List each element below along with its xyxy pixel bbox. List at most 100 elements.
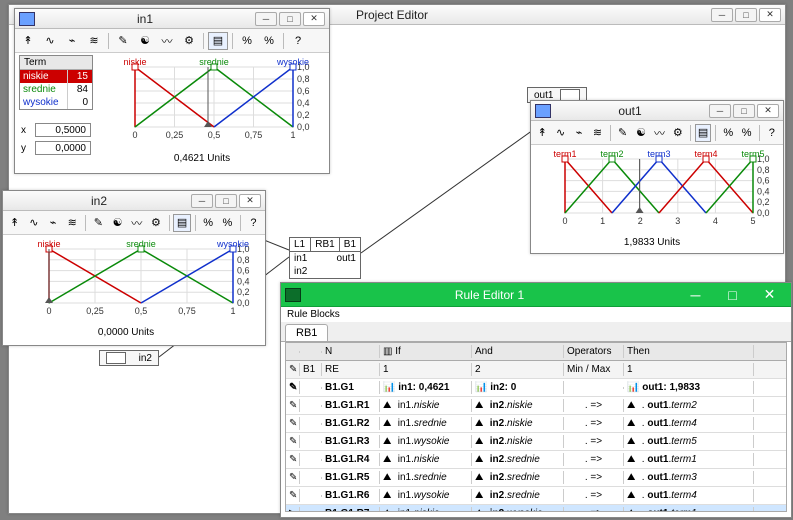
- svg-text:0,8: 0,8: [297, 74, 310, 84]
- in1-units: 0,4621 Units: [107, 153, 297, 164]
- svg-text:1: 1: [600, 216, 605, 226]
- tool-button[interactable]: ☯: [109, 214, 126, 232]
- tool-button[interactable]: ✎: [113, 32, 133, 50]
- svg-text:0: 0: [46, 306, 51, 316]
- tool-button[interactable]: %: [200, 214, 217, 232]
- tool-button[interactable]: ▤: [173, 214, 190, 232]
- tool-button[interactable]: ⌁: [62, 32, 82, 50]
- tool-button[interactable]: ∿: [25, 214, 42, 232]
- rule-editor-window: Rule Editor 1 ─ □ ✕ Rule Blocks RB1 N ▥ …: [280, 282, 792, 518]
- tool-button[interactable]: ≋: [589, 124, 605, 142]
- rule-row[interactable]: ▶B1.G1.R7⛰ in1.niskie⛰ in2.wysokie. =>⛰ …: [286, 505, 786, 512]
- app-icon: [285, 288, 301, 302]
- tool-button[interactable]: ↟: [18, 32, 38, 50]
- in1-x-valuebox[interactable]: 0,5000: [35, 123, 91, 137]
- tool-button[interactable]: %: [738, 124, 754, 142]
- svg-text:0,5: 0,5: [208, 130, 221, 140]
- svg-text:0,6: 0,6: [757, 176, 770, 186]
- rule-row[interactable]: ✎B1.G1.R1⛰ in1.niskie⛰ in2.niskie. =>⛰ .…: [286, 397, 786, 415]
- svg-text:0,0: 0,0: [757, 208, 770, 218]
- tool-button[interactable]: ≋: [84, 32, 104, 50]
- minimize-icon[interactable]: ─: [678, 285, 713, 305]
- maximize-icon[interactable]: □: [215, 194, 237, 208]
- tool-button[interactable]: %: [259, 32, 279, 50]
- svg-text:5: 5: [750, 216, 755, 226]
- out1-units: 1,9833 Units: [537, 237, 767, 248]
- tool-button[interactable]: ↟: [6, 214, 23, 232]
- tool-button[interactable]: ∿: [552, 124, 568, 142]
- tool-button[interactable]: ⚙: [179, 32, 199, 50]
- close-icon[interactable]: ✕: [757, 104, 779, 118]
- svg-text:0,4: 0,4: [297, 98, 310, 108]
- tool-button[interactable]: %: [720, 124, 736, 142]
- minimize-icon[interactable]: ─: [255, 12, 277, 26]
- tool-button[interactable]: 〰: [651, 124, 667, 142]
- tool-button[interactable]: ∿: [40, 32, 60, 50]
- close-icon[interactable]: ✕: [303, 12, 325, 26]
- svg-text:0,2: 0,2: [237, 287, 250, 297]
- tool-button[interactable]: ▤: [695, 124, 711, 142]
- term-header: Term: [20, 56, 92, 70]
- svg-text:0,75: 0,75: [245, 130, 263, 140]
- tool-button[interactable]: ?: [245, 214, 262, 232]
- svg-text:0,4: 0,4: [757, 186, 770, 196]
- tool-button[interactable]: ⌁: [571, 124, 587, 142]
- tool-button[interactable]: ↟: [534, 124, 550, 142]
- tool-button[interactable]: ⚙: [147, 214, 164, 232]
- rule-row[interactable]: ✎B1.G1.R5⛰ in1.srednie⛰ in2.srednie. =>⛰…: [286, 469, 786, 487]
- minimize-icon[interactable]: ─: [711, 8, 733, 22]
- close-icon[interactable]: ✕: [759, 8, 781, 22]
- maximize-icon[interactable]: □: [279, 12, 301, 26]
- minimize-icon[interactable]: ─: [191, 194, 213, 208]
- tool-button[interactable]: 〰: [128, 214, 145, 232]
- rule-row[interactable]: ✎B1.G1.R6⛰ in1.wysokie⛰ in2.srednie. =>⛰…: [286, 487, 786, 505]
- tool-button[interactable]: ?: [288, 32, 308, 50]
- close-icon[interactable]: ✕: [239, 194, 261, 208]
- in1-y-valuebox[interactable]: 0,0000: [35, 141, 91, 155]
- term-row[interactable]: niskie15: [20, 70, 92, 83]
- tool-button[interactable]: ⚙: [670, 124, 686, 142]
- rule-row[interactable]: ✎B1.G1.R2⛰ in1.srednie⛰ in2.niskie. =>⛰ …: [286, 415, 786, 433]
- in2-chart: 00,250,50,7511,00,80,60,40,20,0niskiesre…: [21, 237, 261, 341]
- tool-button[interactable]: ≋: [64, 214, 81, 232]
- rule-grid[interactable]: N ▥ If And Operators Then ✎ B1 RE 1 2 Mi…: [285, 342, 787, 512]
- in2-toolbar: ↟∿⌁≋ ✎☯〰⚙ ▤%%?: [3, 211, 265, 235]
- rule-row[interactable]: ✎B1.G1.R4⛰ in1.niskie⛰ in2.srednie. =>⛰ …: [286, 451, 786, 469]
- tool-button[interactable]: ▤: [208, 32, 228, 50]
- svg-text:0: 0: [562, 216, 567, 226]
- in2-window: in2 ─ □ ✕ ↟∿⌁≋✎☯〰⚙▤%%? 00,250,50,7511,00…: [2, 190, 266, 346]
- in1-term-table[interactable]: Term niskie15srednie84wysokie0: [19, 55, 93, 110]
- rule-grid-header: N ▥ If And Operators Then: [286, 343, 786, 361]
- tool-button[interactable]: 〰: [157, 32, 177, 50]
- svg-text:0,0: 0,0: [297, 122, 310, 132]
- in2-units: 0,0000 Units: [21, 327, 231, 338]
- tool-button[interactable]: ☯: [633, 124, 649, 142]
- maximize-icon[interactable]: □: [715, 285, 750, 305]
- rule-row[interactable]: ✎B1.G1.R3⛰ in1.wysokie⛰ in2.niskie. =>⛰ …: [286, 433, 786, 451]
- out1-titlebar[interactable]: out1 ─ □ ✕: [531, 101, 783, 121]
- rule-summary-row[interactable]: ✎ B1.G1 📊 in1: 0,4621 📊 in2: 0 📊 out1: 1…: [286, 379, 786, 397]
- in1-titlebar[interactable]: in1 ─ □ ✕: [15, 9, 329, 29]
- maximize-icon[interactable]: □: [733, 104, 755, 118]
- canvas-node-in2[interactable]: in2: [99, 350, 159, 366]
- tool-button[interactable]: ✎: [90, 214, 107, 232]
- mf-icon: [106, 352, 126, 364]
- rule-block-node[interactable]: L1 RB1 B1 in1 in2 out1: [289, 237, 361, 279]
- term-row[interactable]: wysokie0: [20, 96, 92, 109]
- in2-titlebar[interactable]: in2 ─ □ ✕: [3, 191, 265, 211]
- tool-button[interactable]: %: [219, 214, 236, 232]
- rule-editor-titlebar[interactable]: Rule Editor 1 ─ □ ✕: [281, 283, 791, 307]
- tool-button[interactable]: ⌁: [44, 214, 61, 232]
- tool-button[interactable]: ?: [764, 124, 780, 142]
- close-icon[interactable]: ✕: [752, 285, 787, 305]
- tool-button[interactable]: %: [237, 32, 257, 50]
- minimize-icon[interactable]: ─: [709, 104, 731, 118]
- in1-title: in1: [35, 12, 255, 26]
- tool-button[interactable]: ✎: [614, 124, 630, 142]
- svg-text:3: 3: [675, 216, 680, 226]
- tool-button[interactable]: ☯: [135, 32, 155, 50]
- maximize-icon[interactable]: □: [735, 8, 757, 22]
- tab-rb1[interactable]: RB1: [285, 324, 328, 341]
- in1-toolbar: ↟∿⌁≋ ✎☯〰⚙ ▤%%?: [15, 29, 329, 53]
- term-row[interactable]: srednie84: [20, 83, 92, 96]
